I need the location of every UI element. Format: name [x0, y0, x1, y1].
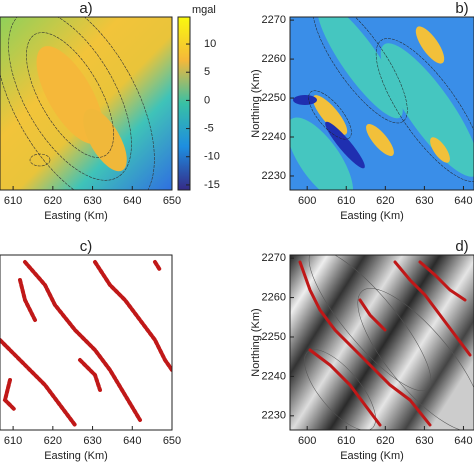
map-a	[0, 17, 172, 190]
x-tick-label: 600	[298, 195, 316, 207]
colorbar-tick-label: -5	[204, 122, 214, 134]
x-tick-label: 620	[44, 435, 62, 447]
x-tick-label: 630	[415, 195, 433, 207]
x-tick-label: 640	[454, 195, 472, 207]
map-d	[290, 255, 474, 430]
x-axis-label: Easting (Km)	[44, 450, 108, 462]
y-tick-label: 2230	[262, 170, 286, 182]
panel-label: b)	[455, 0, 468, 17]
colorbar-tick-label: -10	[204, 151, 220, 163]
x-tick-label: 600	[298, 435, 316, 447]
panel-label: d)	[455, 238, 468, 255]
x-tick-label: 630	[415, 435, 433, 447]
colorbar-label: mgal	[192, 4, 216, 16]
x-tick-label: 640	[454, 435, 472, 447]
x-tick-label: 650	[163, 435, 181, 447]
map-b	[290, 17, 474, 190]
panel-label: c)	[80, 238, 93, 255]
y-tick-label: 2250	[262, 331, 286, 343]
y-tick-label: 2240	[262, 131, 286, 143]
y-tick-label: 2230	[262, 410, 286, 422]
x-axis-label: Easting (Km)	[340, 210, 404, 222]
x-tick-label: 610	[337, 435, 355, 447]
y-tick-label: 2260	[262, 291, 286, 303]
x-tick-label: 620	[44, 195, 62, 207]
x-tick-label: 630	[83, 435, 101, 447]
colorbar-tick-label: 10	[204, 38, 216, 50]
y-tick-label: 2250	[262, 92, 286, 104]
x-tick-label: 610	[337, 195, 355, 207]
x-tick-label: 640	[123, 195, 141, 207]
colorbar-tick-label: 0	[204, 94, 210, 106]
x-tick-label: 640	[123, 435, 141, 447]
y-axis-label: Northing (Km)	[250, 69, 262, 137]
x-tick-label: 610	[4, 195, 22, 207]
x-axis-label: Easting (Km)	[44, 210, 108, 222]
x-tick-label: 620	[376, 195, 394, 207]
x-tick-label: 630	[83, 195, 101, 207]
map-c	[0, 255, 172, 430]
y-tick-label: 2240	[262, 370, 286, 382]
colorbar-tick-label: 5	[204, 66, 210, 78]
colorbar	[177, 16, 191, 191]
colorbar-tick-label: -15	[204, 179, 220, 191]
panel-label: a)	[79, 0, 92, 17]
y-tick-label: 2270	[262, 14, 286, 26]
x-tick-label: 610	[4, 435, 22, 447]
x-axis-label: Easting (Km)	[340, 450, 404, 462]
x-tick-label: 620	[376, 435, 394, 447]
y-axis-label: Northing (Km)	[250, 308, 262, 376]
y-tick-label: 2260	[262, 53, 286, 65]
y-tick-label: 2270	[262, 252, 286, 264]
x-tick-label: 650	[163, 195, 181, 207]
